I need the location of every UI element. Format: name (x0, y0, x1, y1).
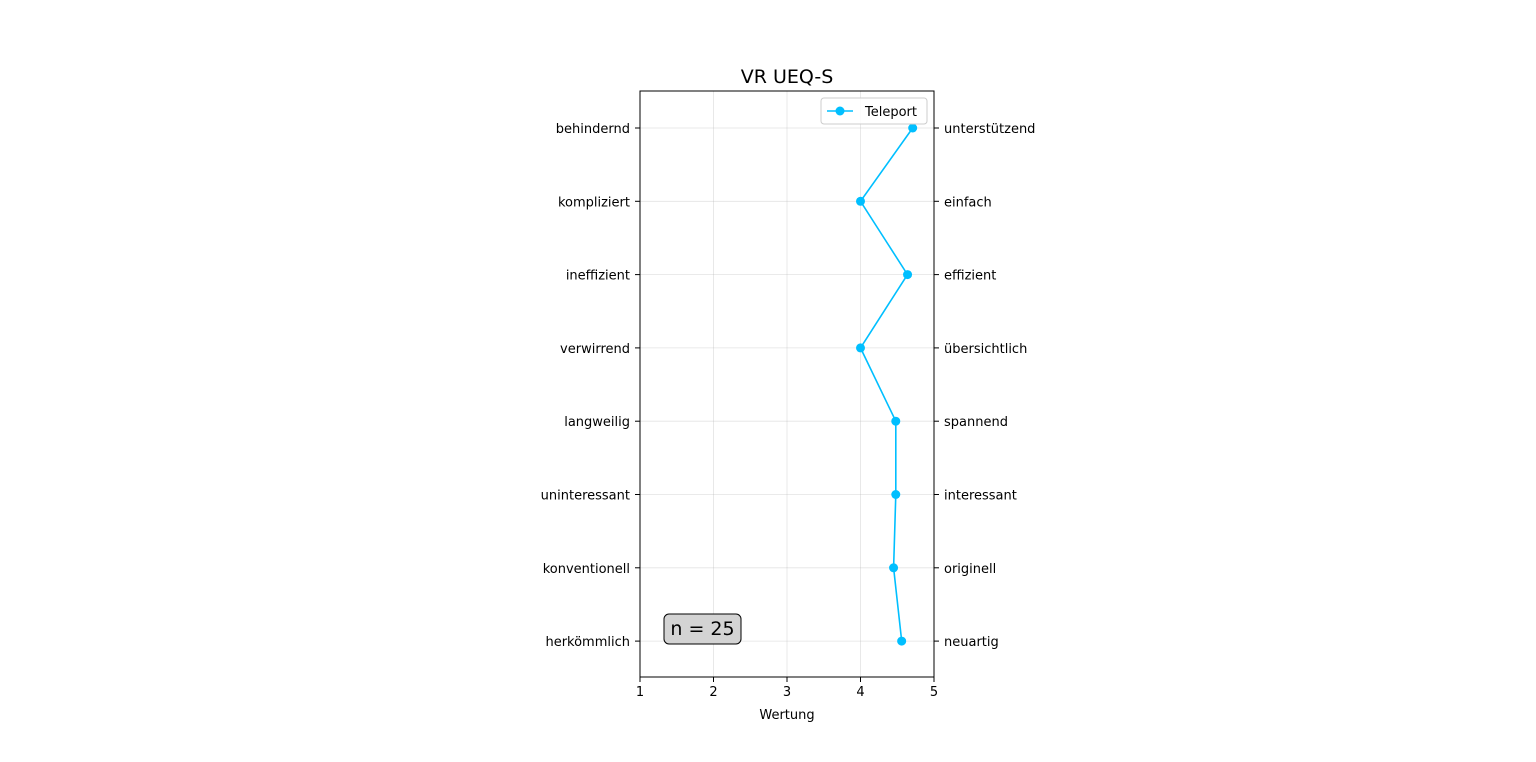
axes (635, 90, 939, 682)
grid-lines (639, 91, 935, 677)
data-point (891, 416, 901, 426)
data-point (897, 636, 907, 646)
y-tick-label-right: spannend (944, 415, 1008, 430)
y-tick-label-left: herkömmlich (545, 635, 630, 650)
y-tick-label-left: ineffizient (566, 269, 630, 284)
x-axis-label: Wertung (759, 708, 814, 723)
data-point (908, 123, 918, 133)
x-tick-label: 3 (783, 685, 791, 700)
legend-label: Teleport (864, 105, 917, 120)
annotation-box (663, 613, 742, 645)
y-tick-label-right: übersichtlich (944, 342, 1027, 357)
data-point (891, 490, 901, 499)
legend-box (820, 97, 928, 125)
legend-marker (835, 106, 845, 116)
y-tick-label-right: originell (944, 562, 996, 577)
annotation-text: n = 25 (670, 618, 734, 640)
data-point (889, 563, 899, 573)
sample-size-annotation: n = 25 (663, 613, 742, 645)
x-tick-label: 2 (709, 685, 717, 700)
y-tick-label-left: uninteressant (541, 489, 630, 504)
y-tick-label-left: langweilig (564, 415, 630, 430)
y-tick-label-right: neuartig (944, 635, 999, 650)
y-tick-label-right: einfach (944, 195, 992, 210)
series-layer (856, 123, 918, 646)
x-tick-label: 4 (856, 685, 864, 700)
chart-title: VR UEQ-S (741, 66, 834, 88)
text-layer: VR UEQ-S Wertung 1 2 3 4 5 behindernd unterstü… (541, 66, 1036, 723)
x-tick-label: 5 (930, 685, 938, 700)
y-tick-label-right: unterstützend (944, 122, 1035, 137)
y-tick-label-left: kompliziert (558, 195, 630, 210)
x-tick-label: 1 (636, 685, 644, 700)
y-tick-label-right: effizient (944, 269, 996, 284)
data-point (903, 270, 913, 280)
y-tick-label-left: konventionell (543, 562, 630, 577)
y-tick-label-left: behindernd (556, 122, 630, 137)
data-point (856, 343, 865, 353)
series-line (859, 127, 914, 642)
data-point (856, 196, 865, 206)
y-tick-label-left: verwirrend (560, 342, 630, 357)
legend: Teleport (820, 97, 928, 125)
y-tick-label-right: interessant (944, 489, 1017, 504)
